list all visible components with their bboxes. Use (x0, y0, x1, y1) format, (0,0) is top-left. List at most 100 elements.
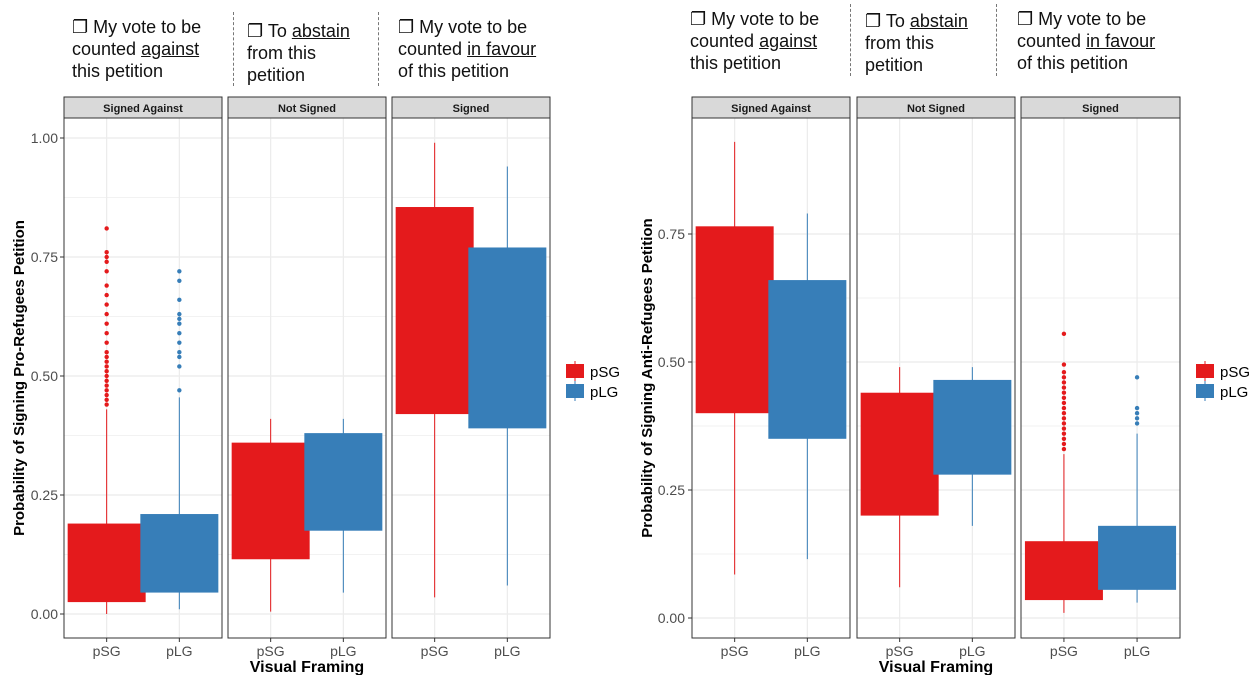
box-pLG (468, 247, 547, 429)
outlier-point (1061, 446, 1067, 452)
header-text: abstain (909, 11, 968, 31)
x-axis-title: Visual Framing (879, 659, 993, 675)
outlier-point (177, 297, 182, 303)
outlier-point (1061, 385, 1067, 390)
header-line: counted against (690, 30, 819, 52)
outlier-point (1061, 416, 1067, 421)
x-tick-label: pSG (721, 643, 749, 659)
header-line: ❐ My vote to be (72, 16, 201, 38)
header-text: counted (398, 39, 468, 59)
header-text: ❐ (1017, 9, 1034, 29)
panel-border (63, 117, 223, 639)
box-pLG (1098, 525, 1177, 590)
header-text: against (759, 31, 818, 51)
header-text: ❐ (247, 21, 264, 41)
header-text: of this petition (1017, 53, 1129, 73)
header-favour: ❐ My vote to be counted in favour of this … (1017, 8, 1155, 74)
legend-label: pSG (590, 364, 620, 381)
panel-border (227, 117, 387, 639)
outlier-point (177, 330, 182, 336)
box-pLG (768, 280, 847, 439)
header-text: this petition (690, 53, 782, 73)
header-against: ❐ My vote to be counted against this petit… (690, 8, 819, 74)
x-tick-label: pLG (494, 643, 520, 659)
outlier-point (104, 340, 109, 345)
header-line: of this petition (398, 60, 536, 82)
header-text: of this petition (398, 61, 510, 81)
box-pSG (695, 226, 774, 414)
outlier-point (177, 269, 182, 274)
outlier-point (1134, 411, 1140, 416)
outlier-point (104, 369, 109, 374)
header-text: To (881, 11, 910, 31)
y-axis-title: Probability of Signing Pro-Refugees Peti… (11, 220, 28, 536)
header-text: To (263, 21, 292, 41)
header-line: petition (865, 54, 968, 76)
x-tick-label: pLG (330, 643, 356, 659)
outlier-point (1134, 416, 1140, 421)
outlier-point (177, 321, 182, 326)
header-line: from this (865, 32, 968, 54)
header-line: ❐ My vote to be (690, 8, 819, 30)
header-text: from this (865, 33, 935, 53)
outlier-point (1061, 421, 1067, 426)
box-pSG (231, 442, 310, 560)
facet-strip-label: Not Signed (278, 103, 336, 115)
box-pSG (1024, 541, 1103, 601)
box-pSG (395, 207, 474, 415)
outlier-point (177, 311, 182, 317)
y-tick-label: 0.75 (31, 249, 58, 265)
outlier-point (1061, 331, 1067, 337)
outlier-point (177, 364, 182, 369)
panel-border (391, 117, 551, 639)
header-text: counted (1017, 31, 1087, 51)
header-line: from this (247, 42, 350, 64)
outlier-point (1061, 426, 1067, 431)
outlier-point (1061, 441, 1067, 447)
header-text: abstain (291, 21, 350, 41)
header-line: of this petition (1017, 52, 1155, 74)
outlier-point (104, 292, 109, 298)
outlier-point (177, 278, 182, 283)
header-separator (996, 4, 997, 76)
facet-strip-label: Not Signed (907, 103, 965, 115)
outlier-point (1134, 405, 1140, 411)
y-tick-label: 1.00 (31, 130, 58, 146)
outlier-point (1134, 421, 1140, 426)
header-text: ❐ (865, 11, 882, 31)
header-line: ❐ To abstain (247, 20, 350, 42)
outlier-point (1061, 411, 1067, 416)
outlier-point (104, 254, 109, 260)
y-tick-label: 0.25 (31, 487, 58, 503)
outlier-point (104, 302, 109, 307)
legend-key-pLG (566, 384, 584, 398)
header-text: ❐ (398, 17, 415, 37)
header-text: My vote to be (706, 9, 820, 29)
facet-strip-label: Signed Against (103, 103, 183, 115)
outlier-point (1061, 375, 1067, 380)
x-tick-label: pLG (959, 643, 985, 659)
outlier-point (1061, 362, 1067, 367)
outlier-point (1061, 380, 1067, 385)
header-abstain: ❐ To abstain from this petition (247, 20, 350, 86)
box-pLG (933, 379, 1012, 475)
header-text: in favour (467, 39, 537, 59)
header-text: petition (865, 55, 924, 75)
legend-key-pSG (1196, 364, 1214, 378)
panel-border (1020, 117, 1181, 639)
header-against: ❐ My vote to be counted against this petit… (72, 16, 201, 82)
x-tick-label: pSG (421, 643, 449, 659)
x-tick-label: pSG (257, 643, 285, 659)
outlier-point (104, 311, 109, 317)
outlier-point (104, 226, 109, 231)
x-tick-label: pLG (1124, 643, 1150, 659)
outlier-point (177, 354, 182, 360)
legend-key-pLG (1196, 384, 1214, 398)
outlier-point (104, 392, 109, 398)
header-text: this petition (72, 61, 164, 81)
outlier-point (1061, 400, 1067, 406)
y-tick-label: 0.50 (31, 368, 58, 384)
outlier-point (104, 378, 109, 383)
header-line: ❐ My vote to be (1017, 8, 1155, 30)
